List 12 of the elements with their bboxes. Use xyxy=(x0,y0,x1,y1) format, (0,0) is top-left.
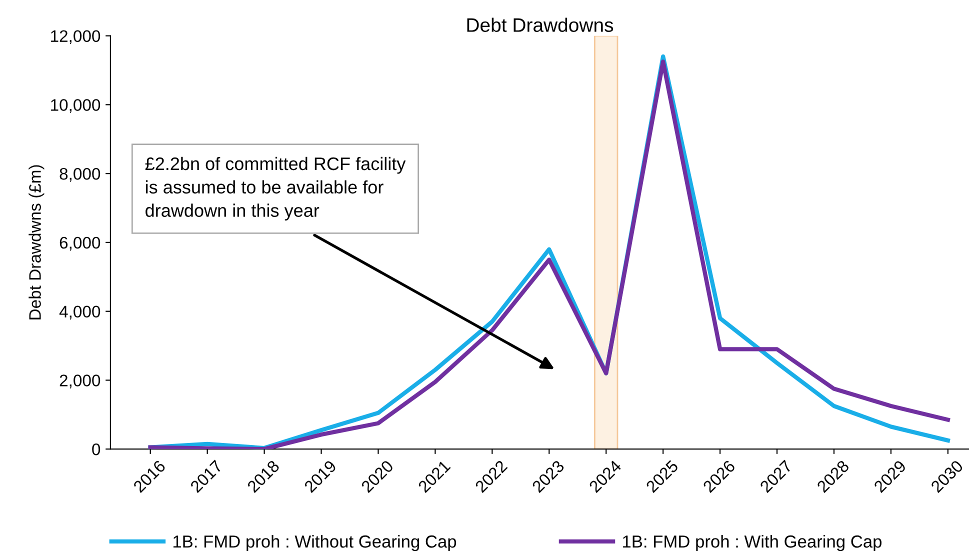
y-tick-label: 4,000 xyxy=(59,306,100,320)
y-tick-label: 0 xyxy=(92,443,100,456)
y-tick-label: 6,000 xyxy=(60,236,100,251)
y-tick-label: 8,000 xyxy=(60,168,100,182)
y-tick-label: 2,000 xyxy=(60,374,100,388)
y-tick-label: 10,000 xyxy=(51,99,100,113)
y-tick-label: 12,000 xyxy=(51,30,100,44)
legend-label: 1B: FMD proh : With Gearing Cap xyxy=(623,534,882,551)
legend-label: 1B: FMD proh : Without Gearing Cap xyxy=(173,534,456,551)
chart-title: Debt Drawdowns xyxy=(467,18,614,32)
annotation: £2.2bn of committed RCF facility is assumed to be available for drawdown in this year xyxy=(145,156,406,221)
y-axis-title: Debt Drawdwns (£m) xyxy=(28,165,44,320)
